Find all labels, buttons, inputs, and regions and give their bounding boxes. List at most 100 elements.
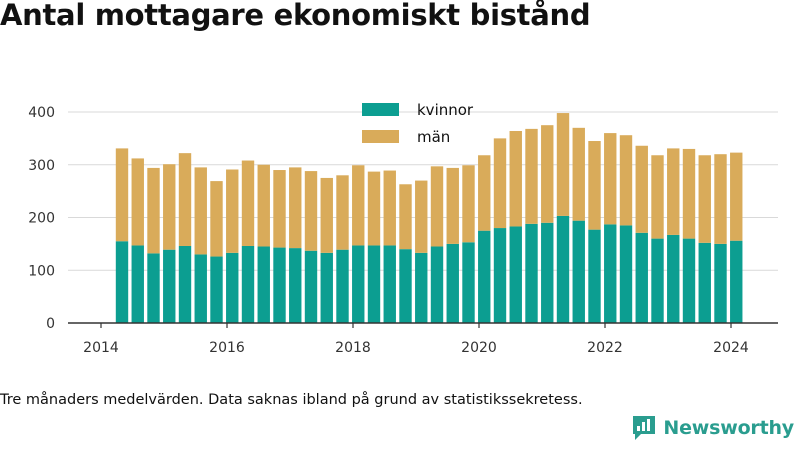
bar-kvinnor	[163, 249, 176, 323]
bar-man	[178, 153, 192, 246]
bar-kvinnor	[478, 230, 491, 323]
bar-man	[383, 170, 396, 246]
bar-man	[572, 127, 585, 221]
legend-label: kvinnor	[417, 101, 474, 119]
bar-man	[588, 141, 601, 230]
bar-kvinnor	[462, 242, 475, 323]
bar-man	[336, 175, 349, 250]
bar-man	[604, 133, 617, 225]
bar-man	[446, 167, 459, 244]
bar-kvinnor	[226, 252, 239, 323]
legend-swatch	[362, 103, 399, 116]
y-tick-label: 200	[28, 211, 55, 227]
bar-chart-speech-bubble-icon	[633, 416, 656, 440]
bar-man	[667, 148, 680, 235]
bar-kvinnor	[115, 241, 129, 323]
bar-man	[493, 138, 507, 229]
bar-man	[462, 165, 475, 243]
bar-man	[289, 167, 302, 249]
x-tick-label: 2022	[587, 340, 623, 356]
bar-man	[257, 164, 270, 247]
bar-kvinnor	[556, 215, 570, 323]
bar-man	[415, 180, 428, 253]
bar-man	[352, 165, 365, 246]
bar-man	[556, 113, 570, 216]
bar-man	[399, 184, 412, 250]
bar-man	[210, 181, 223, 257]
bar-kvinnor	[273, 247, 286, 323]
bar-man	[682, 148, 696, 239]
bars	[115, 113, 743, 323]
bar-kvinnor	[651, 238, 664, 323]
legend-label: män	[417, 128, 450, 146]
bar-kvinnor	[635, 232, 648, 323]
x-tick-label: 2018	[335, 340, 371, 356]
bar-kvinnor	[178, 245, 192, 323]
bar-kvinnor	[525, 223, 538, 323]
bar-kvinnor	[147, 253, 160, 323]
bar-man	[730, 152, 743, 241]
bar-man	[273, 170, 286, 248]
bar-man	[367, 171, 381, 246]
brand-logo: Newsworthy	[631, 414, 794, 442]
bar-kvinnor	[304, 250, 318, 323]
bar-kvinnor	[588, 229, 601, 323]
bar-kvinnor	[257, 246, 270, 323]
x-tick-label: 2014	[83, 340, 119, 356]
x-tick-label: 2020	[461, 340, 497, 356]
bar-kvinnor	[446, 243, 459, 323]
bar-kvinnor	[367, 245, 381, 323]
footnote: Tre månaders medelvärden. Data saknas ib…	[0, 392, 583, 408]
x-tick-label: 2024	[713, 340, 749, 356]
bar-man	[635, 145, 648, 233]
bar-kvinnor	[210, 256, 223, 323]
bar-man	[714, 154, 727, 244]
bar-kvinnor	[667, 234, 680, 323]
x-tick-label: 2016	[209, 340, 245, 356]
bar-kvinnor	[194, 254, 207, 323]
y-tick-label: 100	[28, 263, 55, 279]
bar-kvinnor	[509, 226, 522, 323]
bar-man	[241, 160, 255, 246]
bar-kvinnor	[352, 245, 365, 323]
bar-kvinnor	[320, 252, 333, 323]
bar-kvinnor	[493, 228, 507, 323]
bar-man	[147, 167, 160, 254]
y-tick-label: 0	[46, 316, 55, 332]
bar-kvinnor	[604, 224, 617, 323]
bar-kvinnor	[572, 220, 585, 323]
bar-kvinnor	[289, 248, 302, 323]
bar-man	[478, 155, 491, 231]
bar-man	[226, 169, 239, 253]
legend-swatch	[362, 130, 399, 143]
brand-name: Newsworthy	[663, 417, 794, 439]
bar-man	[131, 158, 144, 246]
bar-man	[304, 171, 318, 251]
bar-kvinnor	[415, 252, 428, 323]
bar-kvinnor	[430, 246, 444, 323]
axes: 0 100 200 300 400 2014 2016 2018 2020 2022 2024	[28, 105, 778, 356]
bar-man	[525, 128, 538, 224]
bar-kvinnor	[541, 222, 554, 323]
bar-kvinnor	[131, 245, 144, 323]
bar-man	[115, 148, 129, 242]
y-tick-label: 300	[28, 158, 55, 174]
bar-man	[163, 164, 176, 250]
bar-kvinnor	[730, 240, 743, 323]
bar-kvinnor	[698, 242, 711, 323]
y-tick-label: 400	[28, 105, 55, 121]
bar-kvinnor	[714, 243, 727, 323]
bar-kvinnor	[336, 249, 349, 323]
bar-kvinnor	[399, 249, 412, 323]
legend: kvinnor män	[362, 101, 474, 146]
bar-man	[194, 167, 207, 255]
bar-man	[698, 155, 711, 243]
chart-title: Antal mottagare ekonomiskt bistånd	[0, 0, 591, 32]
bar-man	[541, 125, 554, 223]
bar-man	[320, 177, 333, 253]
stacked-bar-chart: 0 100 200 300 400 2014 2016 2018 2020 2022 2024 kv…	[28, 101, 778, 356]
bar-kvinnor	[682, 238, 696, 323]
bar-kvinnor	[383, 245, 396, 323]
bar-man	[651, 155, 664, 239]
bar-man	[509, 130, 522, 227]
